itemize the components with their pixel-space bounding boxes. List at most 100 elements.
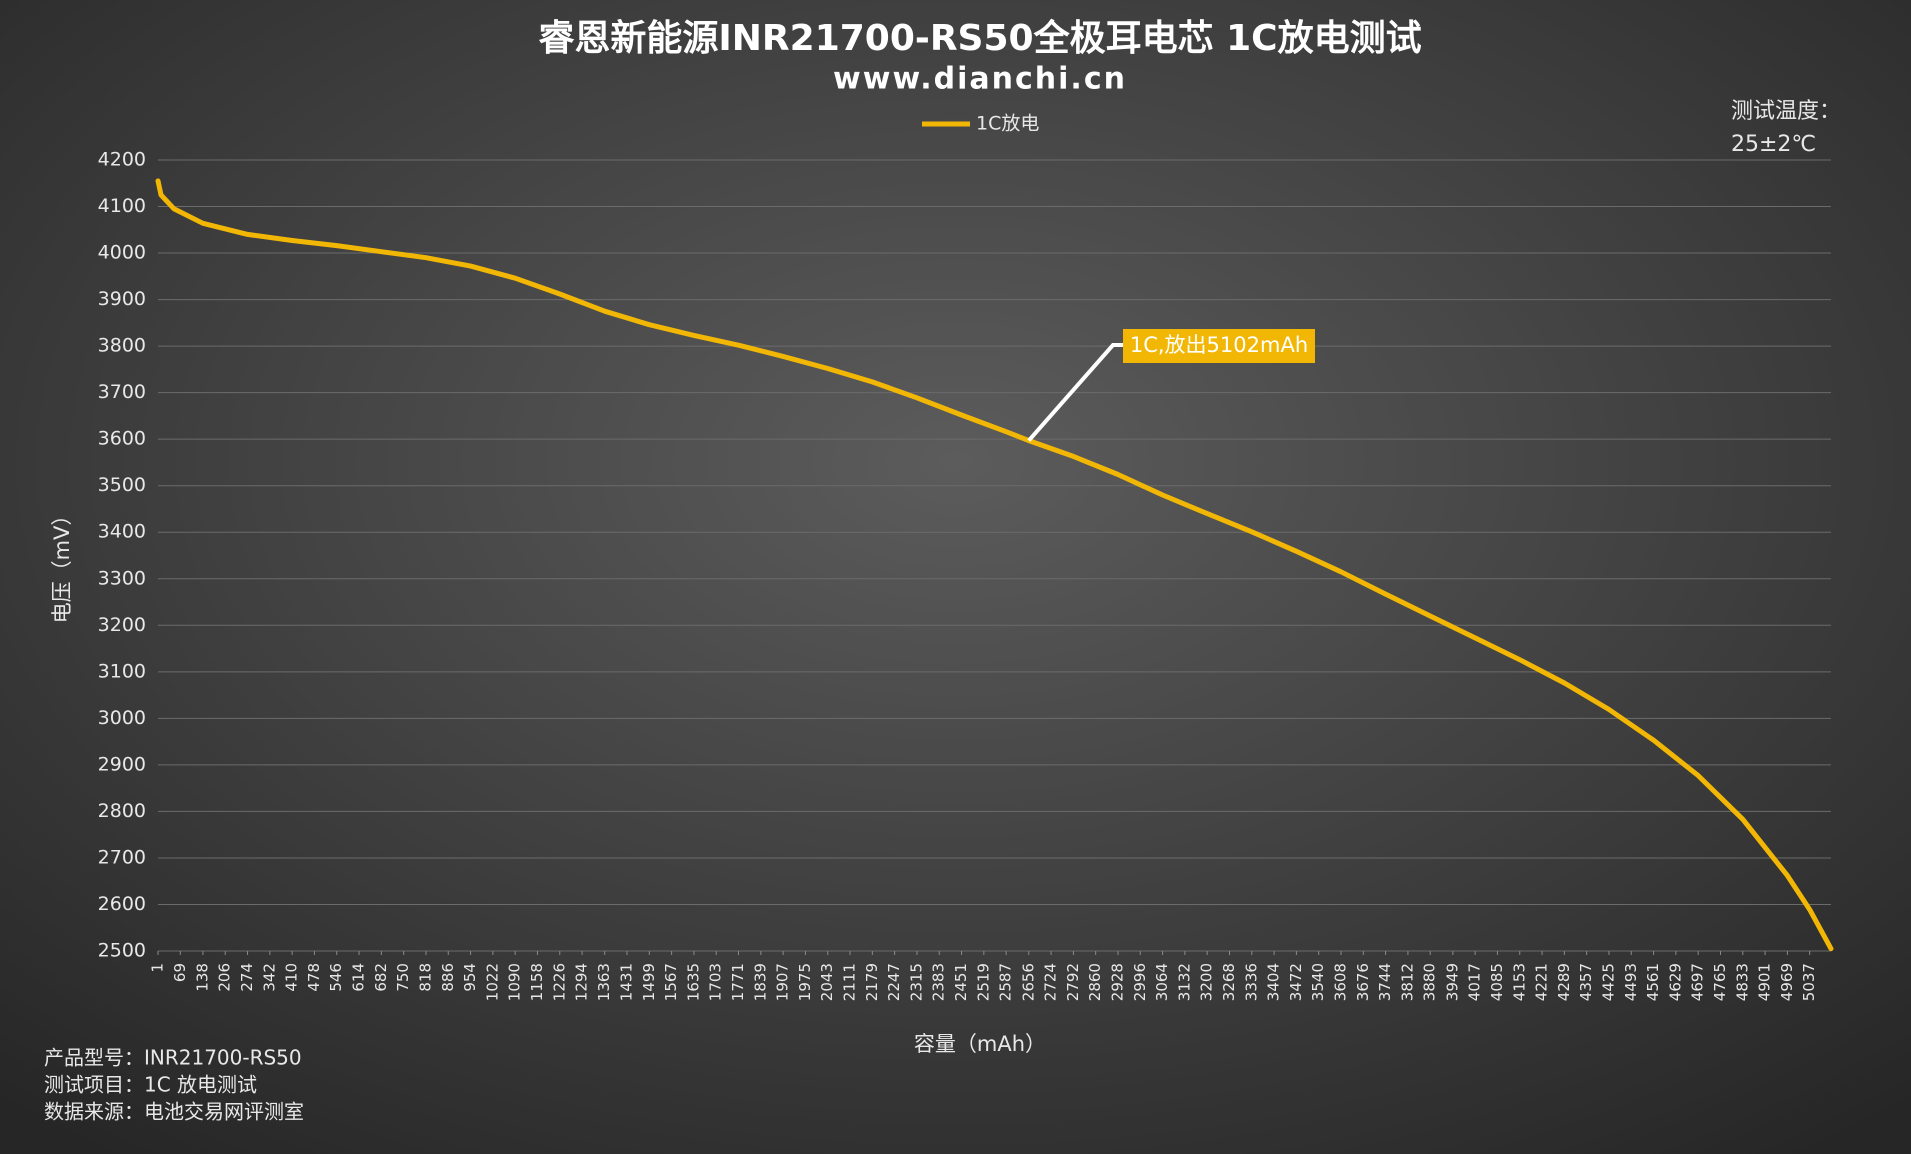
x-tick-label: 1499 bbox=[640, 963, 658, 1001]
x-tick-label: 3268 bbox=[1220, 963, 1238, 1001]
x-tick-label: 2451 bbox=[952, 963, 970, 1001]
x-tick-label: 682 bbox=[372, 963, 390, 992]
y-tick-label: 3100 bbox=[98, 660, 146, 682]
x-tick-label: 2724 bbox=[1042, 963, 1060, 1001]
y-tick-label: 3000 bbox=[98, 707, 146, 729]
x-tick-label: 3540 bbox=[1309, 963, 1327, 1001]
x-tick-label: 3812 bbox=[1398, 963, 1416, 1001]
x-tick-label: 4357 bbox=[1577, 963, 1595, 1001]
footnote: 产品型号：INR21700-RS50 bbox=[44, 1046, 302, 1070]
y-tick-label: 2900 bbox=[98, 753, 146, 775]
x-tick-label: 342 bbox=[260, 963, 278, 992]
y-tick-label: 2800 bbox=[98, 800, 146, 822]
x-tick-label: 5037 bbox=[1800, 963, 1818, 1001]
x-tick-label: 1226 bbox=[550, 963, 568, 1001]
x-tick-label: 1839 bbox=[751, 963, 769, 1001]
x-tick-label: 3336 bbox=[1242, 963, 1260, 1001]
x-tick-label: 1635 bbox=[684, 963, 702, 1001]
x-tick-label: 4017 bbox=[1466, 963, 1484, 1001]
annotation-box bbox=[1123, 329, 1315, 363]
y-tick-label: 3300 bbox=[98, 567, 146, 589]
chart-title: 睿恩新能源INR21700-RS50全极耳电芯 1C放电测试 bbox=[538, 17, 1421, 59]
x-tick-label: 2315 bbox=[907, 963, 925, 1001]
x-tick-label: 3949 bbox=[1443, 963, 1461, 1001]
y-tick-label: 4200 bbox=[98, 149, 146, 171]
y-tick-label: 3600 bbox=[98, 428, 146, 450]
chart-subtitle: www.dianchi.cn bbox=[833, 62, 1127, 97]
x-tick-label: 2860 bbox=[1086, 963, 1104, 1001]
footnote: 数据来源：电池交易网评测室 bbox=[44, 1100, 304, 1124]
y-tick-label: 3500 bbox=[98, 474, 146, 496]
temperature-label: 测试温度： bbox=[1731, 99, 1841, 124]
data-line bbox=[155, 178, 1834, 952]
x-tick-label: 1158 bbox=[528, 963, 546, 1001]
x-tick-label: 4153 bbox=[1510, 963, 1528, 1001]
x-tick-label: 410 bbox=[283, 963, 301, 992]
x-tick-label: 2247 bbox=[885, 963, 903, 1001]
x-tick-label: 1 bbox=[149, 963, 167, 973]
x-tick-label: 4765 bbox=[1711, 963, 1729, 1001]
x-tick-label: 4697 bbox=[1689, 963, 1707, 1001]
y-tick-label: 3900 bbox=[98, 288, 146, 310]
x-tick-label: 2792 bbox=[1064, 963, 1082, 1001]
x-tick-label: 4493 bbox=[1622, 963, 1640, 1001]
x-tick-label: 1022 bbox=[483, 963, 501, 1001]
x-tick-label: 1567 bbox=[662, 963, 680, 1001]
x-tick-label: 4561 bbox=[1644, 963, 1662, 1001]
x-tick-label: 1771 bbox=[729, 963, 747, 1001]
x-tick-label: 4425 bbox=[1599, 963, 1617, 1001]
y-tick-label: 2500 bbox=[98, 940, 146, 962]
x-tick-label: 954 bbox=[461, 963, 479, 992]
x-tick-label: 4629 bbox=[1666, 963, 1684, 1001]
y-tick-label: 3800 bbox=[98, 335, 146, 357]
annotation-leader bbox=[1027, 343, 1123, 442]
x-tick-label: 546 bbox=[327, 963, 345, 992]
x-tick-label: 478 bbox=[305, 963, 323, 992]
y-tick-label: 4100 bbox=[98, 195, 146, 217]
annotation-text: 1C,放出5102mAh bbox=[1130, 333, 1308, 357]
x-tick-label: 750 bbox=[394, 963, 412, 992]
x-tick-label: 2111 bbox=[841, 963, 859, 1001]
x-tick-label: 2519 bbox=[974, 963, 992, 1001]
x-tick-label: 4901 bbox=[1756, 963, 1774, 1001]
x-tick-label: 274 bbox=[238, 963, 256, 992]
x-tick-label: 3608 bbox=[1332, 963, 1350, 1001]
x-tick-label: 3472 bbox=[1287, 963, 1305, 1001]
x-tick-label: 1703 bbox=[707, 963, 725, 1001]
x-tick-label: 69 bbox=[171, 963, 189, 982]
x-tick-label: 818 bbox=[416, 963, 434, 992]
y-tick-label: 3400 bbox=[98, 521, 146, 543]
x-tick-label: 3880 bbox=[1421, 963, 1439, 1001]
footnote: 测试项目：1C 放电测试 bbox=[44, 1073, 257, 1097]
x-tick-label: 3404 bbox=[1265, 963, 1283, 1001]
x-tick-label: 3200 bbox=[1198, 963, 1216, 1001]
x-tick-label: 4085 bbox=[1488, 963, 1506, 1001]
x-tick-label: 614 bbox=[350, 963, 368, 992]
x-tick-label: 2996 bbox=[1131, 963, 1149, 1001]
x-tick-label: 4969 bbox=[1778, 963, 1796, 1001]
x-tick-label: 4833 bbox=[1733, 963, 1751, 1001]
y-tick-label: 4000 bbox=[98, 242, 146, 264]
x-tick-label: 3064 bbox=[1153, 963, 1171, 1001]
x-tick-label: 3744 bbox=[1376, 963, 1394, 1001]
x-tick-label: 1294 bbox=[573, 963, 591, 1001]
x-tick-label: 3676 bbox=[1354, 963, 1372, 1001]
y-tick-label: 2700 bbox=[98, 846, 146, 868]
x-tick-label: 2656 bbox=[1019, 963, 1037, 1001]
legend-label: 1C放电 bbox=[976, 113, 1039, 135]
x-tick-label: 4289 bbox=[1555, 963, 1573, 1001]
y-tick-label: 3200 bbox=[98, 614, 146, 636]
x-tick-label: 1431 bbox=[618, 963, 636, 1001]
y-tick-label: 3700 bbox=[98, 381, 146, 403]
y-axis-title: 电压（mV） bbox=[50, 505, 74, 624]
temperature-value: 25±2℃ bbox=[1731, 132, 1816, 157]
y-tick-label: 2600 bbox=[98, 893, 146, 915]
x-tick-label: 2043 bbox=[818, 963, 836, 1001]
x-tick-label: 1090 bbox=[506, 963, 524, 1001]
x-tick-label: 886 bbox=[439, 963, 457, 992]
x-tick-label: 2179 bbox=[863, 963, 881, 1001]
x-tick-label: 4221 bbox=[1533, 963, 1551, 1001]
x-tick-label: 2928 bbox=[1108, 963, 1126, 1001]
